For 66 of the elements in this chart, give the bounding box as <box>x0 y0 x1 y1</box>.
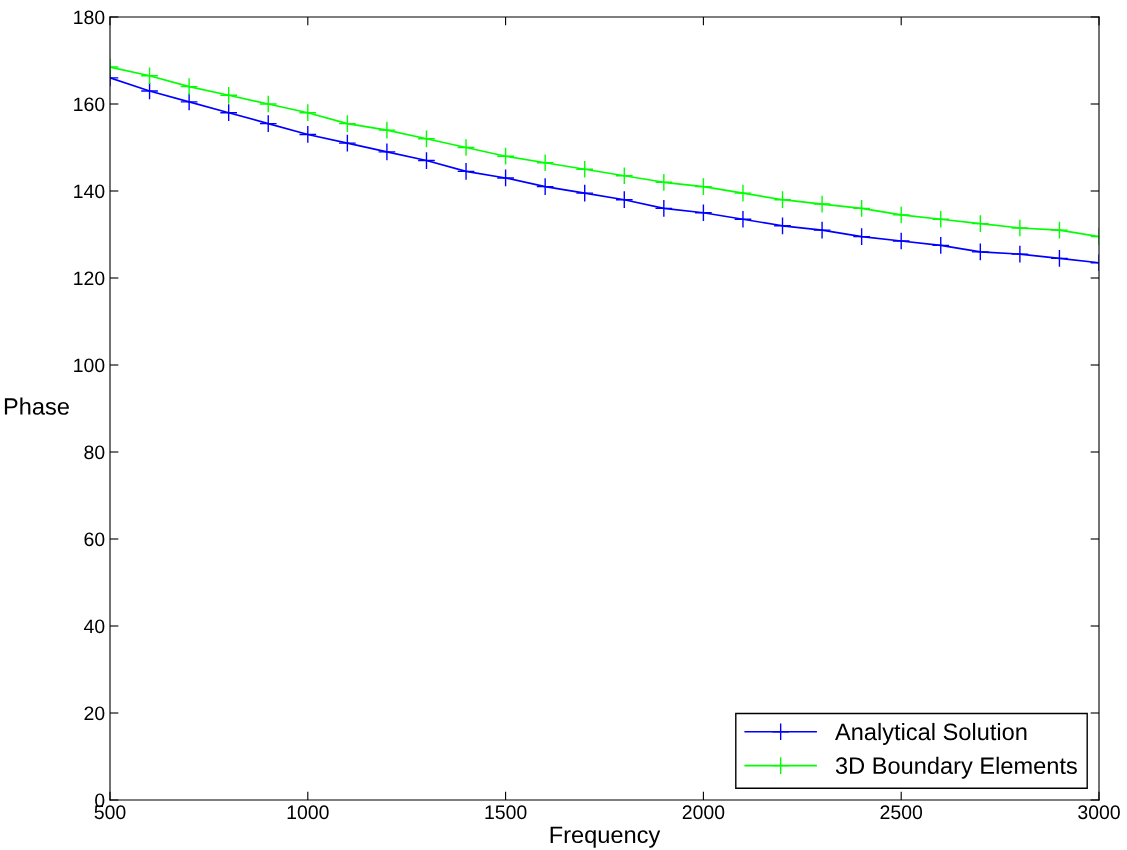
point <box>1050 249 1069 268</box>
x-tick-label: 3000 <box>1078 805 1120 820</box>
point <box>852 227 871 246</box>
y-tick-label: 60 <box>84 532 105 547</box>
point <box>259 94 278 114</box>
point <box>377 142 396 161</box>
point <box>733 210 752 229</box>
point <box>575 184 594 203</box>
y-tick-label: 180 <box>74 10 105 25</box>
point <box>852 199 871 218</box>
point <box>259 114 278 133</box>
point <box>536 177 555 196</box>
point <box>931 210 950 229</box>
y-tick-label: 20 <box>84 706 105 721</box>
point <box>694 203 713 222</box>
point <box>180 77 199 96</box>
point <box>338 134 357 153</box>
point <box>892 231 911 251</box>
point <box>813 221 832 240</box>
point <box>813 195 832 214</box>
point <box>496 168 515 187</box>
point <box>417 129 436 148</box>
y-axis-title: Phase <box>4 397 69 415</box>
point <box>615 166 634 185</box>
point <box>219 103 238 122</box>
point <box>298 103 317 122</box>
point <box>892 205 911 224</box>
x-tick-label: 1000 <box>287 805 329 820</box>
point <box>733 184 752 203</box>
point <box>654 173 673 192</box>
point <box>140 66 159 85</box>
point <box>971 214 990 233</box>
point <box>417 151 436 170</box>
point <box>140 81 159 100</box>
y-tick-label: 140 <box>74 184 105 199</box>
y-tick-label: 80 <box>84 445 105 460</box>
point <box>536 153 555 172</box>
legend-label: Analytical Solution <box>835 722 1027 745</box>
x-tick-label: 2500 <box>880 805 923 820</box>
x-tick-label: 2000 <box>682 805 725 820</box>
point <box>457 138 476 157</box>
point <box>496 147 515 166</box>
point <box>1010 245 1029 264</box>
point <box>1010 218 1029 238</box>
x-axis-title: Frequency <box>550 826 661 848</box>
point <box>377 121 396 140</box>
y-tick-label: 40 <box>83 619 105 634</box>
legend-label: 3D Boundary Elements <box>835 756 1077 779</box>
point <box>219 86 238 105</box>
y-tick-label: 120 <box>74 271 105 286</box>
point <box>931 236 950 255</box>
point <box>773 190 792 209</box>
point <box>298 125 317 144</box>
point <box>1050 221 1069 240</box>
point <box>180 92 199 111</box>
point <box>654 199 673 218</box>
point <box>457 162 476 181</box>
point <box>971 242 990 261</box>
point <box>773 216 792 235</box>
y-tick-label: 100 <box>74 358 105 373</box>
x-tick-label: 1500 <box>485 805 527 820</box>
point <box>575 160 594 179</box>
point <box>338 114 357 133</box>
point <box>615 190 634 209</box>
y-tick-label: 160 <box>74 97 105 112</box>
point <box>694 177 713 196</box>
